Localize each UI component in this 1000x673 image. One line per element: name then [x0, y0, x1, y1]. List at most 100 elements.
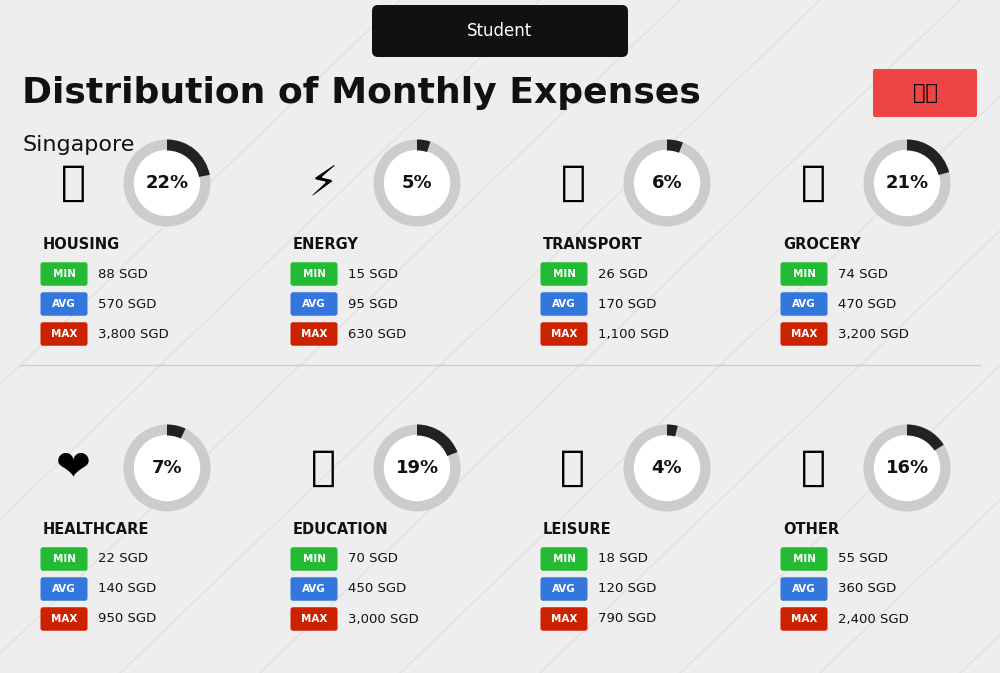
Circle shape — [384, 151, 450, 215]
Wedge shape — [417, 139, 430, 152]
Text: 470 SGD: 470 SGD — [838, 297, 896, 310]
FancyBboxPatch shape — [290, 547, 338, 571]
FancyBboxPatch shape — [290, 292, 338, 316]
Text: 3,000 SGD: 3,000 SGD — [348, 612, 419, 625]
Text: 630 SGD: 630 SGD — [348, 328, 406, 341]
Text: AVG: AVG — [302, 299, 326, 309]
Text: MAX: MAX — [51, 329, 77, 339]
FancyBboxPatch shape — [540, 547, 588, 571]
Text: MIN: MIN — [52, 554, 76, 564]
Text: 70 SGD: 70 SGD — [348, 553, 398, 565]
Text: 3,800 SGD: 3,800 SGD — [98, 328, 169, 341]
Text: ⚡: ⚡ — [308, 162, 338, 204]
Text: MIN: MIN — [302, 554, 326, 564]
FancyBboxPatch shape — [372, 5, 628, 57]
FancyBboxPatch shape — [780, 262, 828, 286]
Wedge shape — [667, 425, 678, 437]
Wedge shape — [864, 139, 951, 227]
FancyBboxPatch shape — [540, 322, 588, 346]
Text: 950 SGD: 950 SGD — [98, 612, 156, 625]
Text: AVG: AVG — [302, 584, 326, 594]
Text: 18 SGD: 18 SGD — [598, 553, 648, 565]
Text: TRANSPORT: TRANSPORT — [543, 236, 643, 252]
Text: MAX: MAX — [551, 329, 577, 339]
FancyBboxPatch shape — [40, 292, 88, 316]
FancyBboxPatch shape — [40, 577, 88, 601]
Wedge shape — [374, 425, 460, 511]
Text: LEISURE: LEISURE — [543, 522, 612, 536]
FancyBboxPatch shape — [540, 607, 588, 631]
Text: MAX: MAX — [791, 614, 817, 624]
Text: 140 SGD: 140 SGD — [98, 583, 156, 596]
Text: MAX: MAX — [301, 614, 327, 624]
Wedge shape — [374, 139, 460, 227]
Text: AVG: AVG — [52, 584, 76, 594]
Text: 360 SGD: 360 SGD — [838, 583, 896, 596]
Text: MIN: MIN — [302, 269, 326, 279]
Text: AVG: AVG — [792, 584, 816, 594]
Text: MAX: MAX — [301, 329, 327, 339]
Text: 6%: 6% — [652, 174, 682, 192]
FancyBboxPatch shape — [540, 292, 588, 316]
FancyBboxPatch shape — [780, 292, 828, 316]
Text: 22 SGD: 22 SGD — [98, 553, 148, 565]
Text: MAX: MAX — [791, 329, 817, 339]
Text: MIN: MIN — [552, 269, 576, 279]
Text: MAX: MAX — [551, 614, 577, 624]
Text: AVG: AVG — [52, 299, 76, 309]
FancyBboxPatch shape — [540, 577, 588, 601]
Text: 170 SGD: 170 SGD — [598, 297, 656, 310]
Wedge shape — [667, 139, 683, 153]
Wedge shape — [417, 425, 457, 456]
Text: 5%: 5% — [402, 174, 432, 192]
Text: 26 SGD: 26 SGD — [598, 267, 648, 281]
FancyBboxPatch shape — [780, 607, 828, 631]
Text: AVG: AVG — [552, 584, 576, 594]
Text: 570 SGD: 570 SGD — [98, 297, 156, 310]
FancyBboxPatch shape — [780, 577, 828, 601]
Wedge shape — [624, 139, 710, 227]
Text: 🛍️: 🛍️ — [560, 447, 586, 489]
FancyBboxPatch shape — [40, 262, 88, 286]
Text: 450 SGD: 450 SGD — [348, 583, 406, 596]
Text: OTHER: OTHER — [783, 522, 839, 536]
Text: 95 SGD: 95 SGD — [348, 297, 398, 310]
FancyBboxPatch shape — [40, 547, 88, 571]
Wedge shape — [907, 425, 944, 451]
Circle shape — [874, 151, 940, 215]
Text: 16%: 16% — [885, 459, 929, 477]
Wedge shape — [864, 425, 951, 511]
Text: ❤️: ❤️ — [56, 447, 90, 489]
Text: 15 SGD: 15 SGD — [348, 267, 398, 281]
FancyBboxPatch shape — [290, 322, 338, 346]
Text: MIN: MIN — [552, 554, 576, 564]
Text: ENERGY: ENERGY — [293, 236, 359, 252]
FancyBboxPatch shape — [873, 69, 977, 117]
Text: 790 SGD: 790 SGD — [598, 612, 656, 625]
Text: 1,100 SGD: 1,100 SGD — [598, 328, 669, 341]
Wedge shape — [907, 139, 949, 175]
Text: 19%: 19% — [395, 459, 439, 477]
Circle shape — [134, 435, 200, 501]
Text: 88 SGD: 88 SGD — [98, 267, 148, 281]
Text: 🎓: 🎓 — [311, 447, 336, 489]
Text: AVG: AVG — [552, 299, 576, 309]
Text: 120 SGD: 120 SGD — [598, 583, 656, 596]
Text: 🇸🇬: 🇸🇬 — [913, 83, 938, 103]
Text: HOUSING: HOUSING — [43, 236, 120, 252]
Text: 2,400 SGD: 2,400 SGD — [838, 612, 909, 625]
Circle shape — [874, 435, 940, 501]
Text: AVG: AVG — [792, 299, 816, 309]
Text: 🚌: 🚌 — [560, 162, 586, 204]
FancyBboxPatch shape — [290, 262, 338, 286]
Text: HEALTHCARE: HEALTHCARE — [43, 522, 149, 536]
Text: MIN: MIN — [793, 269, 816, 279]
Text: 55 SGD: 55 SGD — [838, 553, 888, 565]
Wedge shape — [167, 425, 186, 439]
Text: 7%: 7% — [152, 459, 182, 477]
Circle shape — [384, 435, 450, 501]
Circle shape — [134, 151, 200, 215]
Text: Distribution of Monthly Expenses: Distribution of Monthly Expenses — [22, 76, 701, 110]
Circle shape — [635, 435, 700, 501]
Wedge shape — [123, 425, 210, 511]
